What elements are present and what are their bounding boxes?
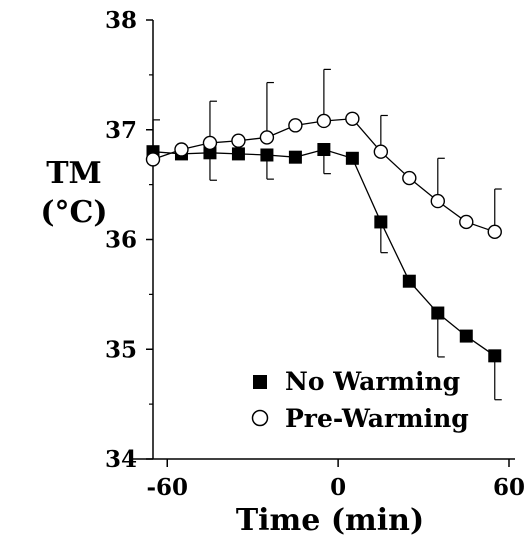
series-pre-warming: [145, 68, 502, 240]
y-axis-ticks: 34 35 36 37 38: [105, 7, 153, 473]
data-point: [488, 349, 502, 363]
legend-square-marker: [253, 375, 267, 389]
legend-circle-marker: [251, 409, 269, 427]
plot-area: 34 35 36 37 38 -60 0 60: [105, 7, 525, 501]
data-point: [431, 306, 445, 320]
x-tick-label: -60: [146, 474, 188, 501]
y-tick-label: 34: [105, 446, 137, 473]
y-tick-label: 35: [105, 336, 137, 363]
series-line: [152, 118, 495, 233]
x-axis-ticks: -60 0 60: [146, 459, 525, 501]
data-point: [374, 215, 388, 229]
data-point: [402, 170, 417, 186]
data-point: [459, 329, 473, 343]
y-tick-label: 37: [105, 117, 137, 144]
y-axis-unit: (°C): [40, 195, 107, 230]
legend-label-no-warming: No Warming: [285, 367, 460, 396]
data-point: [430, 193, 445, 209]
data-point: [459, 214, 474, 230]
data-point: [373, 144, 389, 159]
series-line: [152, 148, 496, 357]
data-point: [317, 143, 331, 157]
data-point: [288, 150, 302, 164]
series-layer: [145, 68, 502, 401]
data-point: [487, 224, 502, 240]
data-point: [202, 135, 218, 151]
x-axis-title: Time (min): [236, 503, 424, 538]
series-no-warming: [146, 143, 502, 401]
x-tick-label: 0: [330, 474, 346, 501]
y-tick-label: 36: [105, 227, 137, 254]
data-point: [145, 152, 161, 167]
data-point: [316, 113, 332, 129]
data-point: [203, 146, 217, 160]
y-tick-label: 38: [105, 7, 137, 34]
data-point: [260, 148, 274, 162]
legend: No Warming Pre-Warming: [251, 367, 469, 433]
legend-label-pre-warming: Pre-Warming: [285, 404, 469, 433]
data-point: [231, 133, 246, 148]
data-point: [345, 111, 360, 126]
y-axis-title: TM: [46, 156, 102, 191]
data-point: [174, 142, 189, 157]
data-point: [345, 151, 359, 165]
data-point: [402, 274, 416, 288]
data-point: [259, 130, 275, 145]
x-tick-label: 60: [493, 474, 525, 501]
data-point: [231, 147, 245, 161]
data-point: [288, 118, 303, 133]
